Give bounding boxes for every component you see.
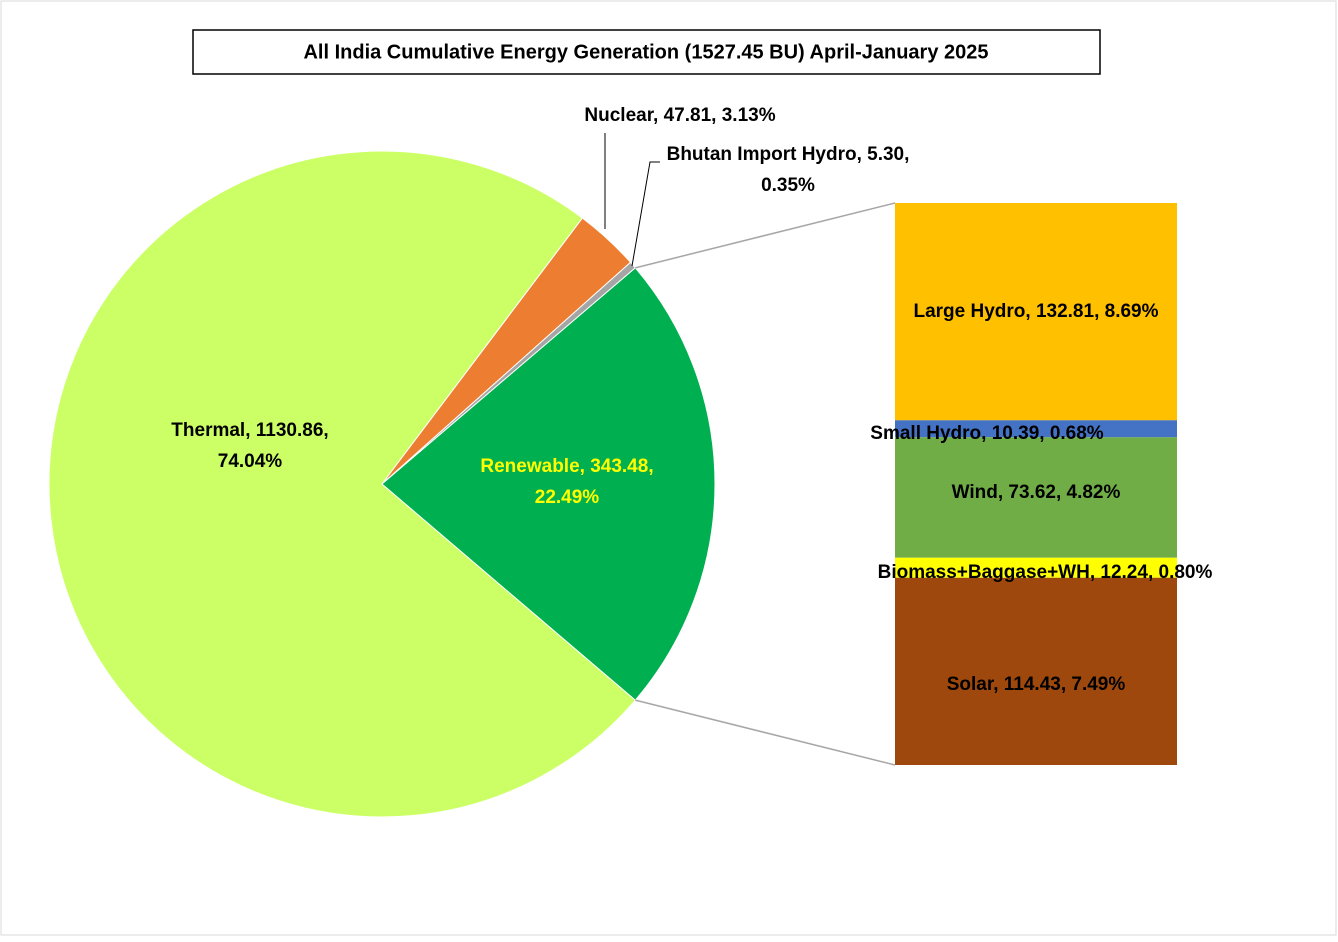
data-label: Thermal, 1130.86, 74.04% (171, 420, 328, 472)
connector-line (635, 699, 896, 766)
pie-slice (48, 150, 637, 818)
bar-segment (895, 437, 1177, 558)
data-label: Solar, 114.43, 7.49% (947, 674, 1126, 695)
bar-segment (895, 577, 1177, 765)
data-label: Biomass+Baggase+WH, 12.24, 0.80% (878, 562, 1213, 583)
data-label: Renewable, 343.48, 22.49% (480, 456, 653, 508)
labels: Thermal, 1130.86, 74.04% Nuclear, 47.81, 3… (171, 105, 1212, 695)
data-label: Nuclear, 47.81, 3.13% (584, 105, 775, 126)
connector-line (635, 202, 896, 269)
marks (48, 133, 1177, 818)
pie-slice (381, 267, 716, 701)
bar-segment (895, 557, 1177, 578)
data-label: Small Hydro, 10.39, 0.68% (870, 423, 1104, 444)
data-label: Bhutan Import Hydro, 5.30, 0.35% (667, 144, 910, 196)
leader-line (631, 161, 660, 267)
chart-title: All India Cumulative Energy Generation (… (303, 41, 988, 63)
bar-segment (895, 203, 1177, 421)
data-label: Wind, 73.62, 4.82% (952, 482, 1121, 503)
title-box (192, 29, 1101, 75)
data-label: Large Hydro, 132.81, 8.69% (913, 301, 1158, 322)
bar-segment (895, 420, 1177, 438)
